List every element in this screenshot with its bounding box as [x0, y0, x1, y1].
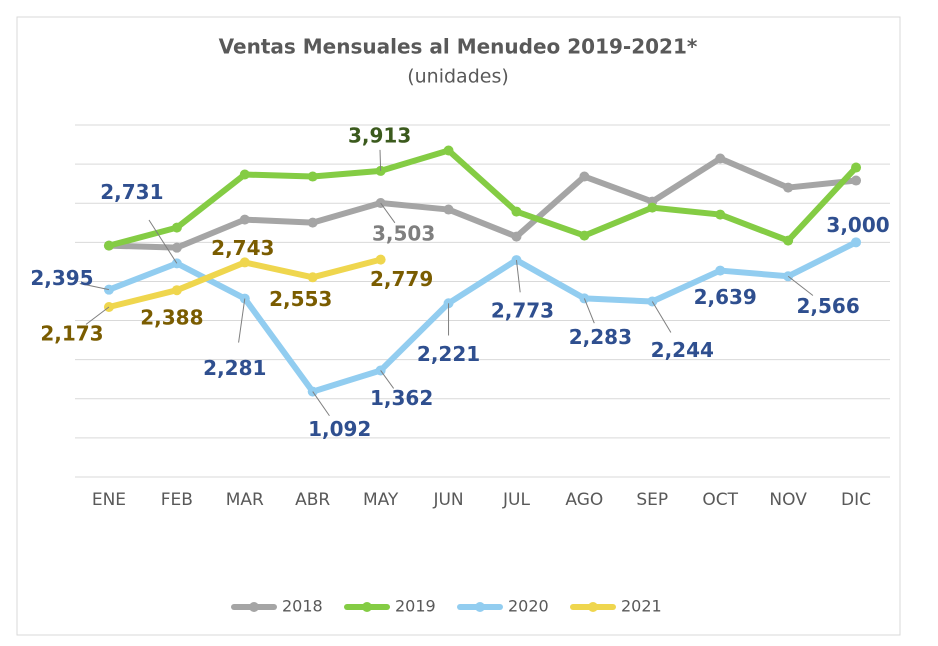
x-tick-label: JUN: [432, 490, 463, 510]
series-point: [647, 202, 658, 213]
leader-line: [583, 298, 595, 324]
data-label: 2,779: [370, 267, 433, 291]
legend-marker: [475, 602, 485, 612]
series-point: [307, 171, 318, 182]
series-point: [851, 162, 862, 173]
x-tick-label: OCT: [702, 490, 738, 510]
data-label: 1,362: [370, 386, 433, 410]
leader-line: [380, 202, 396, 224]
series-point: [239, 214, 250, 225]
data-label: 3,000: [826, 213, 889, 237]
series-point: [443, 204, 454, 215]
data-label: 3,913: [348, 123, 411, 147]
legend-marker: [588, 602, 598, 612]
leader-line: [515, 260, 521, 293]
series-line: [105, 239, 860, 395]
leader-line: [379, 149, 382, 171]
data-label: 2,743: [211, 236, 274, 260]
chart-frame: [16, 16, 901, 636]
chart-title: Ventas Mensuales al Menudeo 2019-2021*: [219, 35, 698, 59]
series-point: [579, 171, 590, 182]
data-label: 2,173: [40, 322, 103, 346]
x-tick-label: MAY: [363, 490, 399, 510]
data-label: 2,639: [694, 285, 757, 309]
data-label: 3,503: [372, 221, 435, 245]
series-point: [171, 222, 182, 233]
legend-label: 2020: [508, 597, 549, 616]
series-line: [105, 147, 860, 249]
series-point: [579, 230, 590, 241]
legend-marker: [362, 602, 372, 612]
data-label: 2,221: [417, 342, 480, 366]
leader-line: [651, 301, 672, 333]
series-point: [171, 242, 182, 253]
series-point: [511, 206, 522, 217]
data-label: 2,388: [140, 306, 203, 330]
data-label: 2,773: [491, 299, 554, 323]
series-point: [375, 254, 386, 265]
x-tick-label: JUL: [502, 490, 530, 510]
series-point: [239, 169, 250, 180]
x-tick-label: DIC: [841, 490, 871, 510]
series-point: [783, 235, 794, 246]
series-point: [715, 265, 726, 276]
series-line: [105, 155, 860, 251]
legend-label: 2018: [282, 597, 323, 616]
leader-line: [238, 298, 246, 343]
leader-line: [148, 219, 178, 264]
leader-line: [85, 306, 110, 325]
x-tick-label: FEB: [161, 490, 193, 510]
x-tick-label: AGO: [565, 490, 603, 510]
series-point: [715, 209, 726, 220]
legend-marker: [249, 602, 259, 612]
series-point: [103, 240, 114, 251]
data-label: 2,283: [569, 325, 632, 349]
series-point: [307, 217, 318, 228]
x-tick-label: ENE: [92, 490, 126, 510]
leader-line: [380, 370, 395, 389]
x-tick-label: NOV: [769, 490, 807, 510]
series-point: [715, 153, 726, 164]
data-label: 2,395: [30, 266, 93, 290]
series-point: [851, 237, 862, 248]
x-tick-label: SEP: [636, 490, 668, 510]
x-tick-label: MAR: [226, 490, 264, 510]
series-point: [783, 182, 794, 193]
data-label: 2,281: [203, 356, 266, 380]
data-label: 2,244: [651, 338, 714, 362]
x-tick-label: ABR: [295, 490, 330, 510]
series-point: [851, 175, 862, 186]
series-point: [171, 285, 182, 296]
series-point: [443, 145, 454, 156]
leader-line: [787, 275, 814, 296]
series-point: [307, 272, 318, 283]
leader-line: [312, 391, 330, 417]
legend-label: 2021: [621, 597, 662, 616]
chart-subtitle: (unidades): [407, 66, 509, 88]
data-label: 2,566: [796, 294, 859, 318]
data-label: 1,092: [308, 417, 371, 441]
leader-line: [79, 282, 110, 291]
series-point: [511, 231, 522, 242]
legend-label: 2019: [395, 597, 436, 616]
data-label: 2,553: [269, 287, 332, 311]
series-point: [239, 257, 250, 268]
data-label: 2,731: [100, 180, 163, 204]
